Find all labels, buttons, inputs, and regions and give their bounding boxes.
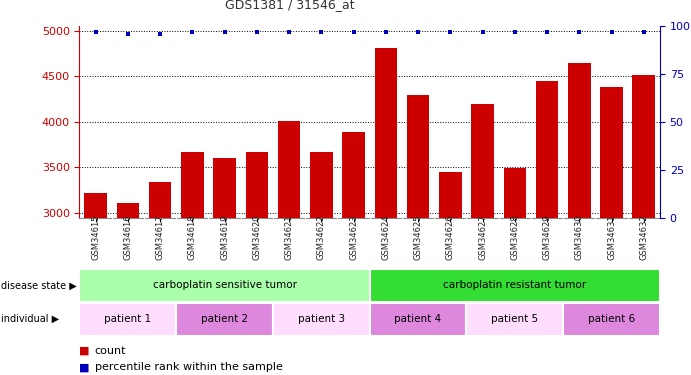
Bar <box>563 303 660 336</box>
Bar <box>273 303 370 336</box>
Text: patient 6: patient 6 <box>588 314 635 324</box>
Bar <box>214 158 236 375</box>
Bar <box>370 303 466 336</box>
Text: patient 3: patient 3 <box>298 314 345 324</box>
Text: count: count <box>95 346 126 355</box>
Bar <box>632 75 655 375</box>
Text: disease state ▶: disease state ▶ <box>1 280 77 290</box>
Text: percentile rank within the sample: percentile rank within the sample <box>95 363 283 372</box>
Bar <box>149 182 171 375</box>
Text: patient 1: patient 1 <box>104 314 151 324</box>
Bar <box>600 87 623 375</box>
Bar <box>181 152 204 375</box>
Text: GDS1381 / 31546_at: GDS1381 / 31546_at <box>225 0 354 11</box>
Bar <box>370 269 660 302</box>
Text: patient 5: patient 5 <box>491 314 538 324</box>
Bar <box>407 94 429 375</box>
Bar <box>439 172 462 375</box>
Bar <box>79 269 370 302</box>
Text: ■: ■ <box>79 346 90 355</box>
Bar <box>310 152 332 375</box>
Bar <box>79 303 176 336</box>
Bar <box>176 303 273 336</box>
Text: ■: ■ <box>79 363 90 372</box>
Text: patient 4: patient 4 <box>395 314 442 324</box>
Text: individual ▶: individual ▶ <box>1 314 59 324</box>
Text: carboplatin sensitive tumor: carboplatin sensitive tumor <box>153 280 296 290</box>
Bar <box>278 121 301 375</box>
Bar <box>375 48 397 375</box>
Bar <box>245 152 268 375</box>
Bar <box>466 303 563 336</box>
Bar <box>471 104 494 375</box>
Bar <box>504 168 526 375</box>
Bar <box>536 81 558 375</box>
Text: patient 2: patient 2 <box>201 314 248 324</box>
Bar <box>342 132 365 375</box>
Bar <box>568 63 591 375</box>
Bar <box>117 203 139 375</box>
Bar <box>84 193 107 375</box>
Text: carboplatin resistant tumor: carboplatin resistant tumor <box>443 280 587 290</box>
